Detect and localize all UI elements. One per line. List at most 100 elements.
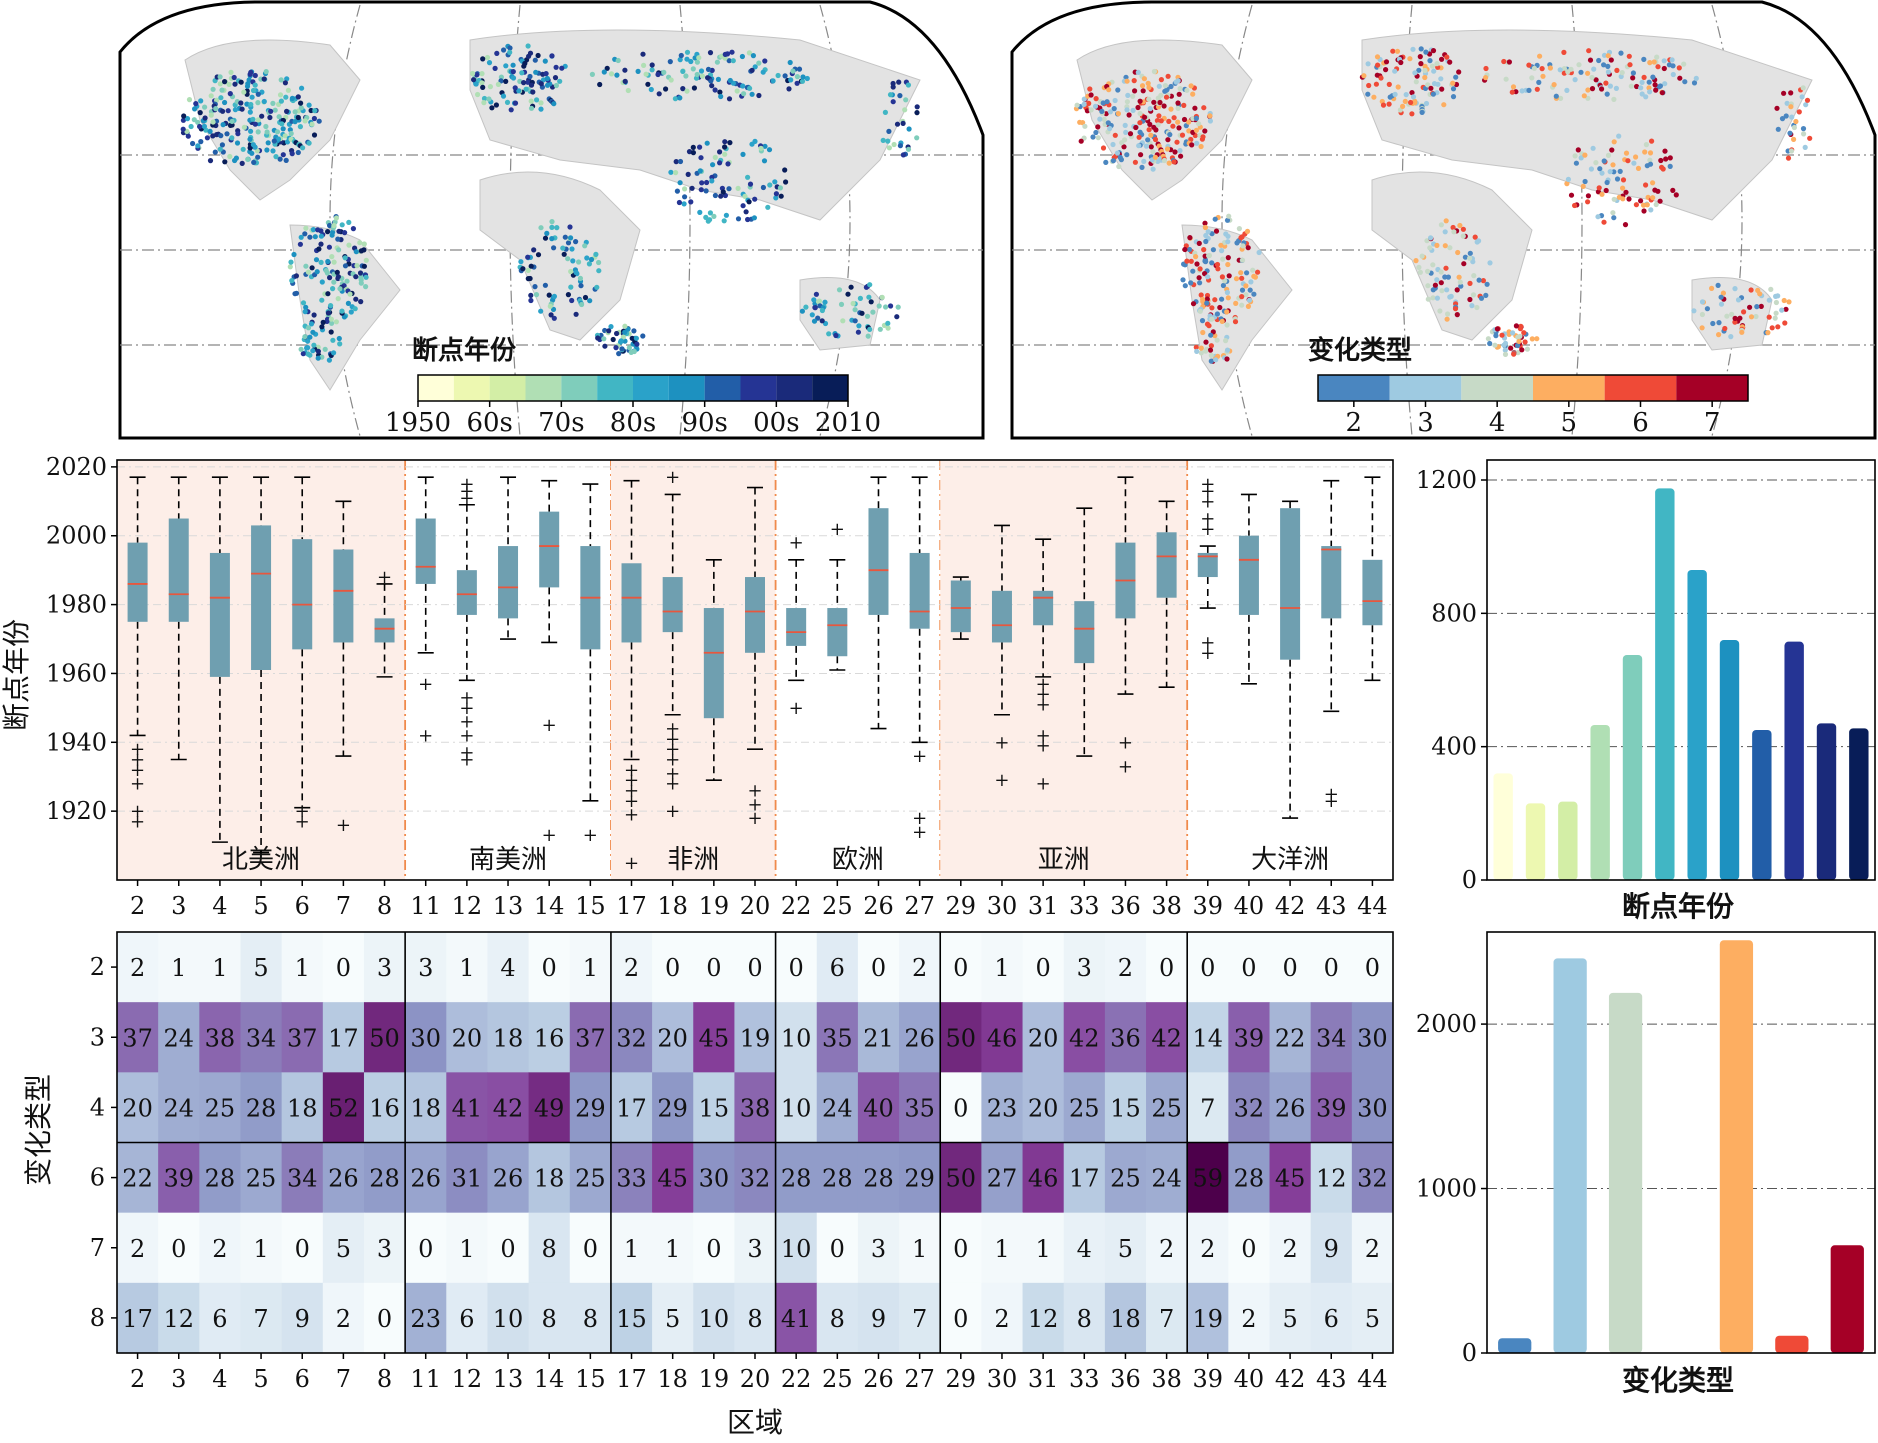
- outlier-marker: +: [1036, 774, 1051, 795]
- station-point: [525, 254, 531, 260]
- station-point: [357, 270, 364, 276]
- station-point: [1210, 247, 1216, 253]
- station-point: [752, 64, 758, 70]
- colorbar-segment: [668, 375, 705, 401]
- heatmap-cell: [487, 1142, 530, 1214]
- station-point: [745, 174, 751, 180]
- station-point: [1710, 320, 1716, 327]
- station-point: [538, 225, 544, 231]
- heatmap-cell-label: 0: [953, 1094, 968, 1122]
- station-point: [283, 157, 289, 163]
- heatmap-xlabel: 区域: [727, 1406, 783, 1439]
- heatmap-cell-label: 22: [1275, 1024, 1306, 1052]
- station-point: [1081, 96, 1087, 102]
- station-point: [1145, 80, 1151, 86]
- station-point: [883, 304, 889, 310]
- station-point: [549, 53, 555, 59]
- station-point: [303, 304, 309, 310]
- heatmap-cell: [1022, 1142, 1065, 1214]
- station-point: [859, 310, 865, 316]
- station-point: [1137, 110, 1143, 117]
- colorbar-tick-label: 80s: [610, 408, 656, 438]
- station-point: [772, 179, 778, 185]
- colorbar-segment: [1676, 375, 1748, 401]
- station-point: [292, 291, 298, 297]
- station-point: [1203, 348, 1209, 354]
- station-point: [1669, 57, 1675, 63]
- station-point: [207, 128, 213, 134]
- station-point: [1699, 325, 1705, 331]
- station-point: [761, 158, 768, 164]
- y-tick-label: 4: [90, 1093, 105, 1121]
- y-tick-label: 1980: [46, 591, 107, 619]
- station-point: [740, 151, 746, 157]
- heatmap-cell-label: 20: [122, 1094, 153, 1122]
- heatmap-cell: [1310, 1002, 1353, 1073]
- station-point: [550, 306, 557, 312]
- station-point: [1224, 289, 1230, 296]
- station-point: [1658, 157, 1664, 164]
- station-point: [840, 318, 846, 324]
- heatmap-cell: [405, 1142, 447, 1214]
- heatmap-cell: [1310, 1072, 1353, 1143]
- station-point: [238, 100, 244, 106]
- station-point: [303, 263, 309, 269]
- station-point: [1585, 199, 1591, 205]
- station-point: [1219, 318, 1225, 324]
- station-points: [1073, 46, 1813, 364]
- station-point: [470, 70, 476, 77]
- box-iqr: [1280, 508, 1301, 660]
- x-tick-label: 2: [130, 892, 145, 920]
- station-point: [786, 86, 792, 92]
- station-point: [1647, 157, 1653, 163]
- station-point: [337, 286, 343, 292]
- station-point: [848, 284, 854, 290]
- station-point: [1450, 80, 1456, 86]
- group-label: 大洋洲: [1251, 845, 1329, 875]
- heatmap-cell-label: 18: [1110, 1305, 1141, 1333]
- station-point: [1123, 129, 1129, 135]
- station-point: [1423, 49, 1429, 55]
- station-point: [1103, 111, 1109, 117]
- station-point: [1732, 286, 1738, 292]
- station-point: [699, 73, 706, 79]
- station-point: [302, 231, 308, 237]
- station-point: [1605, 152, 1612, 158]
- station-point: [694, 71, 700, 78]
- station-point: [1718, 294, 1724, 300]
- station-point: [1186, 119, 1192, 125]
- bar: [1849, 728, 1869, 880]
- station-point: [191, 117, 197, 123]
- station-point: [1093, 129, 1099, 136]
- heatmap-cell-label: 0: [583, 1235, 598, 1263]
- heatmap-cell: [1269, 932, 1312, 1003]
- heatmap-cell: [528, 1072, 571, 1143]
- heatmap-cell: [1310, 1212, 1353, 1284]
- heatmap-cell-label: 3: [377, 1235, 392, 1263]
- heatmap-cell-label: 10: [699, 1305, 730, 1333]
- heatmap-cell-label: 0: [171, 1235, 186, 1263]
- heatmap-cell: [816, 932, 859, 1003]
- station-point: [1175, 119, 1181, 125]
- heatmap-cell-label: 1: [1035, 1235, 1050, 1263]
- station-point: [1438, 269, 1444, 275]
- station-point: [601, 69, 607, 75]
- heatmap-cell-label: 1: [212, 954, 227, 982]
- station-point: [1190, 91, 1196, 97]
- station-point: [1781, 297, 1787, 304]
- station-point: [698, 187, 704, 193]
- station-point: [1635, 165, 1642, 171]
- station-point: [298, 234, 304, 240]
- station-point: [683, 73, 689, 79]
- heatmap-cell-label: 52: [328, 1094, 359, 1122]
- station-point: [1139, 83, 1146, 89]
- station-point: [1203, 238, 1209, 245]
- station-point: [1774, 105, 1780, 111]
- heatmap-cell: [981, 1072, 1024, 1143]
- station-point: [512, 100, 519, 106]
- station-point: [1410, 94, 1417, 100]
- heatmap-cell: [199, 1212, 241, 1284]
- map-breakpoint-year: 断点年份 1950 60s 70s 80s 90s 00s 2010: [118, 0, 985, 440]
- box-iqr: [251, 525, 272, 670]
- station-point: [528, 105, 535, 111]
